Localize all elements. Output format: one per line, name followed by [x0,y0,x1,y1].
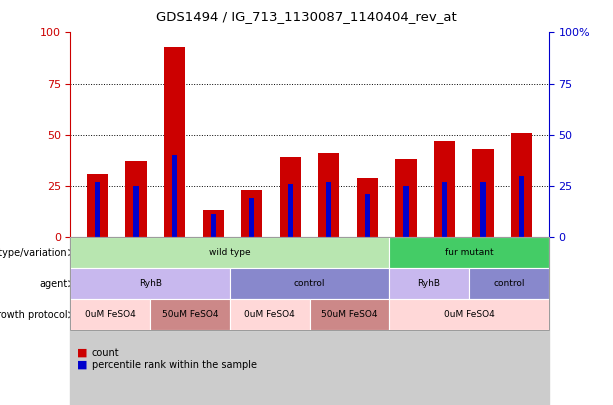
Bar [357,178,378,237]
Text: ■: ■ [77,360,87,370]
Text: control: control [493,279,525,288]
Bar [287,184,293,237]
Text: RyhB: RyhB [139,279,162,288]
Bar [442,182,447,237]
Text: 50uM FeSO4: 50uM FeSO4 [162,310,218,320]
Bar [473,149,493,237]
Bar [172,155,177,237]
Text: growth protocol: growth protocol [0,310,67,320]
Bar [202,210,224,237]
Bar [365,194,370,237]
Text: agent: agent [39,279,67,289]
Text: RyhB: RyhB [417,279,441,288]
Bar [318,153,340,237]
Bar [326,182,332,237]
Bar [481,182,485,237]
Bar [241,190,262,237]
Text: ■: ■ [77,348,87,358]
Bar [511,132,532,237]
Bar [164,47,185,237]
Bar [434,141,455,237]
Bar [126,161,147,237]
Bar [87,173,108,237]
Text: GDS1494 / IG_713_1130087_1140404_rev_at: GDS1494 / IG_713_1130087_1140404_rev_at [156,10,457,23]
Text: fur mutant: fur mutant [444,248,493,257]
Bar [95,182,100,237]
Text: control: control [294,279,326,288]
Bar [70,237,549,405]
Text: wild type: wild type [209,248,251,257]
Text: percentile rank within the sample: percentile rank within the sample [92,360,257,370]
Bar [249,198,254,237]
Bar [134,186,139,237]
Text: 0uM FeSO4: 0uM FeSO4 [245,310,295,320]
Text: count: count [92,348,120,358]
Text: 0uM FeSO4: 0uM FeSO4 [444,310,494,320]
Text: 50uM FeSO4: 50uM FeSO4 [321,310,378,320]
Bar [210,214,216,237]
Bar [519,176,524,237]
Bar [403,186,409,237]
Text: 0uM FeSO4: 0uM FeSO4 [85,310,135,320]
Text: genotype/variation: genotype/variation [0,247,67,258]
Bar [395,159,417,237]
Bar [280,157,301,237]
